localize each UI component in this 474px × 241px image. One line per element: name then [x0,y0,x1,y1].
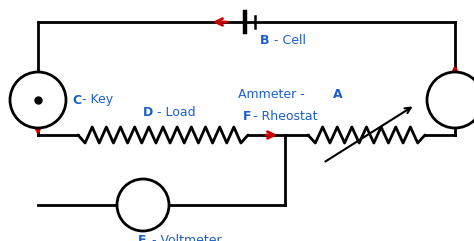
Text: D: D [143,107,153,120]
Text: - Cell: - Cell [270,33,306,47]
Text: - Load: - Load [153,107,196,120]
Text: - Rheostat: - Rheostat [253,111,318,123]
Circle shape [10,72,66,128]
Text: C: C [72,94,81,107]
Circle shape [427,72,474,128]
Circle shape [117,179,169,231]
Text: - Key: - Key [82,94,113,107]
Text: E: E [138,234,146,241]
Text: - Voltmeter: - Voltmeter [148,234,222,241]
Text: A: A [333,88,343,101]
Text: F: F [243,111,252,123]
Text: Ammeter -: Ammeter - [238,88,309,101]
Text: B: B [260,33,270,47]
